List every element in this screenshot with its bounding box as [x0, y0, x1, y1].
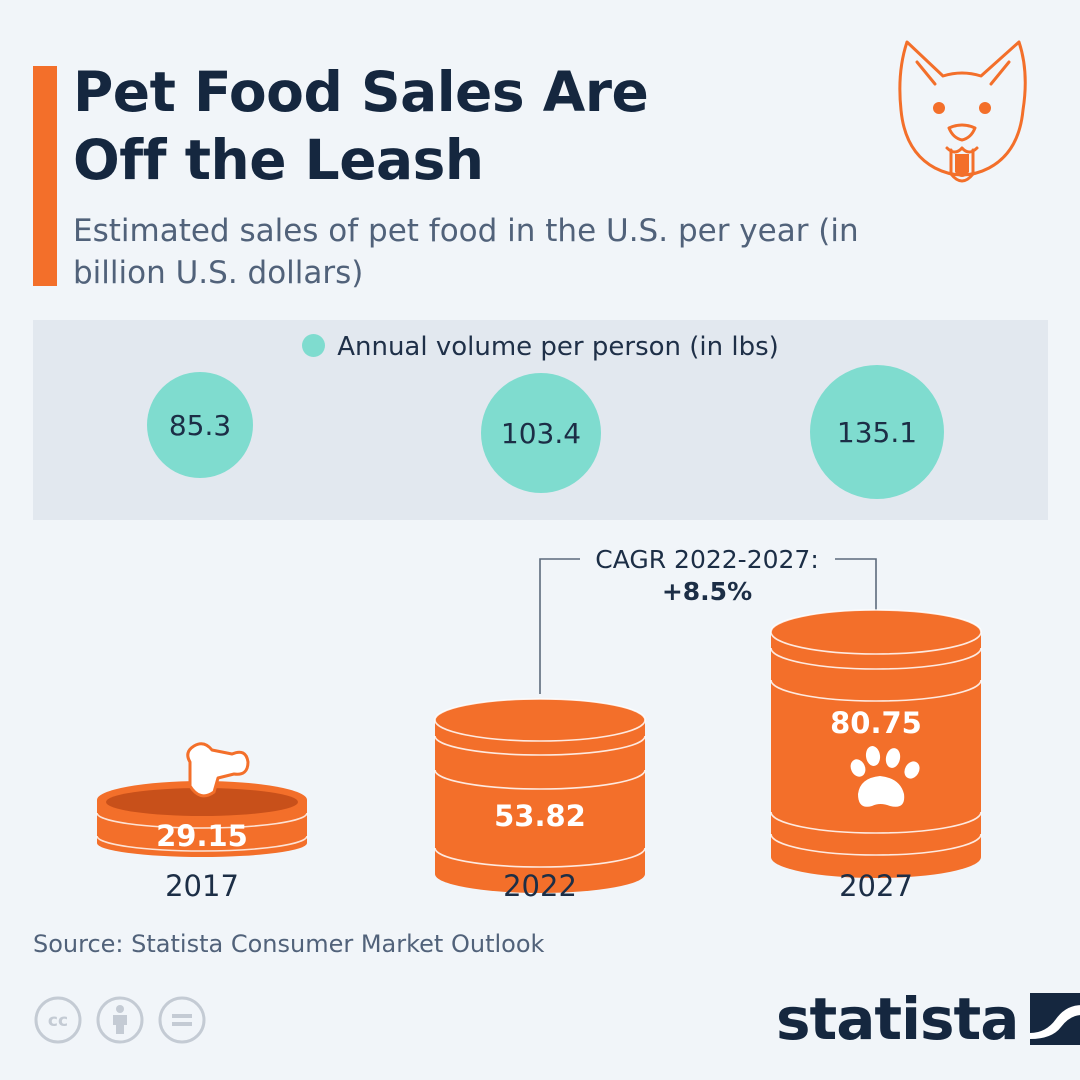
- page-title: Pet Food Sales Are Off the Leash: [73, 58, 649, 194]
- bar-label-2017: 29.15: [156, 819, 248, 853]
- creative-commons-icon[interactable]: cc: [33, 995, 83, 1045]
- bar-2022-can: [434, 698, 646, 893]
- title-line-2: Off the Leash: [73, 128, 484, 192]
- source-note: Source: Statista Consumer Market Outlook: [33, 930, 545, 958]
- bar-2027-can: [770, 609, 982, 878]
- category-2027: 2027: [839, 869, 913, 903]
- attribution-icon[interactable]: [95, 995, 145, 1045]
- dog-icon: [898, 40, 1027, 183]
- page-subtitle: Estimated sales of pet food in the U.S. …: [73, 213, 859, 291]
- cagr-bracket-line: [539, 558, 877, 694]
- bone-icon: [186, 742, 250, 798]
- license-icons: cc: [33, 995, 207, 1045]
- volume-legend: Annual volume per person (in lbs): [33, 332, 1048, 362]
- category-2022: 2022: [503, 869, 577, 903]
- statista-logo[interactable]: statista: [776, 990, 1080, 1048]
- cagr-value: +8.5%: [662, 577, 752, 606]
- legend-dot-icon: [302, 334, 326, 357]
- sales-chart: CAGR 2022-2027: +8.5% 29.15: [96, 545, 982, 903]
- title-accent-bar: [33, 66, 57, 286]
- bar-label-2022: 53.82: [494, 799, 586, 833]
- logo-wordmark: statista: [776, 985, 1019, 1053]
- title-line-1: Pet Food Sales Are: [73, 60, 649, 124]
- volume-panel: Annual volume per person (in lbs) 85.3 1…: [33, 320, 1048, 520]
- statista-mark-icon: [1030, 993, 1080, 1045]
- category-2017: 2017: [165, 869, 239, 903]
- bar-2017-bowl: [96, 781, 308, 857]
- svg-text:cc: cc: [48, 1011, 68, 1031]
- bar-label-2027: 80.75: [830, 706, 922, 740]
- no-derivatives-icon[interactable]: [157, 995, 207, 1045]
- cagr-label: CAGR 2022-2027:: [595, 545, 819, 574]
- volume-bubble-2017: 85.3: [147, 372, 253, 478]
- volume-legend-label: Annual volume per person (in lbs): [337, 332, 779, 362]
- volume-bubble-2027: 135.1: [810, 365, 944, 499]
- paw-icon: [850, 746, 920, 807]
- volume-bubble-2022: 103.4: [481, 373, 601, 493]
